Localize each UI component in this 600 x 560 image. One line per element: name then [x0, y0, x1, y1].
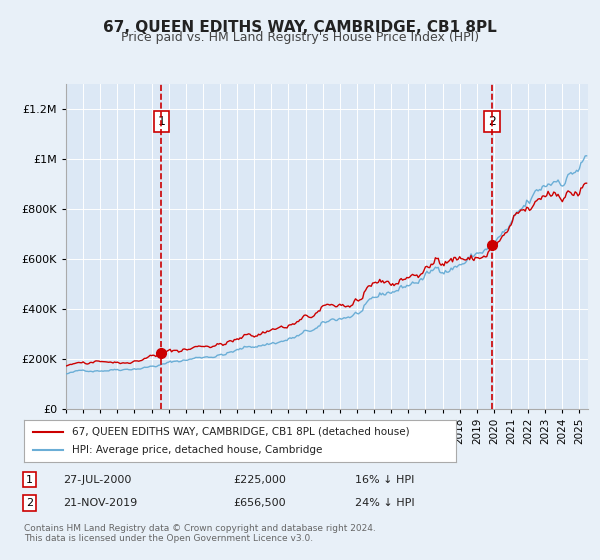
Text: 16% ↓ HPI: 16% ↓ HPI: [355, 475, 415, 485]
Text: 21-NOV-2019: 21-NOV-2019: [62, 498, 137, 508]
Text: 1: 1: [157, 115, 165, 128]
Text: 27-JUL-2000: 27-JUL-2000: [62, 475, 131, 485]
Text: 24% ↓ HPI: 24% ↓ HPI: [355, 498, 415, 508]
Text: £656,500: £656,500: [234, 498, 286, 508]
Text: Contains HM Land Registry data © Crown copyright and database right 2024.
This d: Contains HM Land Registry data © Crown c…: [24, 524, 376, 543]
Text: 67, QUEEN EDITHS WAY, CAMBRIDGE, CB1 8PL: 67, QUEEN EDITHS WAY, CAMBRIDGE, CB1 8PL: [103, 20, 497, 35]
Text: 1: 1: [26, 475, 33, 485]
Text: HPI: Average price, detached house, Cambridge: HPI: Average price, detached house, Camb…: [71, 445, 322, 455]
Text: 67, QUEEN EDITHS WAY, CAMBRIDGE, CB1 8PL (detached house): 67, QUEEN EDITHS WAY, CAMBRIDGE, CB1 8PL…: [71, 427, 409, 437]
Text: Price paid vs. HM Land Registry's House Price Index (HPI): Price paid vs. HM Land Registry's House …: [121, 31, 479, 44]
Text: 2: 2: [26, 498, 33, 508]
Text: 2: 2: [488, 115, 496, 128]
Text: £225,000: £225,000: [234, 475, 287, 485]
